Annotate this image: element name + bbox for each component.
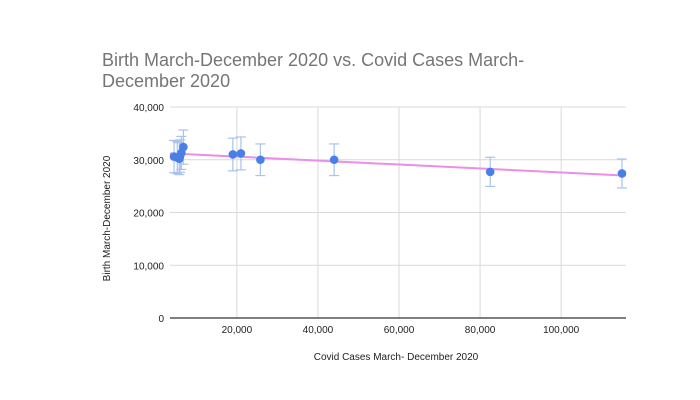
y-tick-label: 30,000 — [133, 156, 164, 167]
data-point — [329, 155, 339, 165]
y-tick-label: 10,000 — [133, 261, 164, 272]
y-axis-title: Birth March-December 2020 — [102, 155, 113, 281]
x-tick-label: 40,000 — [303, 325, 334, 336]
x-tick-label: 80,000 — [465, 325, 496, 336]
y-tick-label: 40,000 — [133, 103, 164, 114]
trendline — [169, 152, 627, 177]
data-point — [485, 167, 495, 177]
y-tick-label: 20,000 — [133, 209, 164, 220]
data-point — [179, 142, 188, 152]
x-tick-label: 20,000 — [222, 325, 253, 336]
data-point — [236, 149, 246, 158]
x-tick-label: 100,000 — [543, 325, 580, 336]
x-axis-title: Covid Cases March- December 2020 — [314, 352, 479, 363]
data-point — [228, 150, 238, 159]
x-tick-label: 60,000 — [384, 325, 415, 336]
data-point — [256, 155, 265, 165]
y-tick-label: 0 — [158, 314, 164, 325]
chart-title: Birth March-December 2020 vs. Covid Case… — [102, 50, 525, 91]
data-point — [617, 169, 627, 178]
